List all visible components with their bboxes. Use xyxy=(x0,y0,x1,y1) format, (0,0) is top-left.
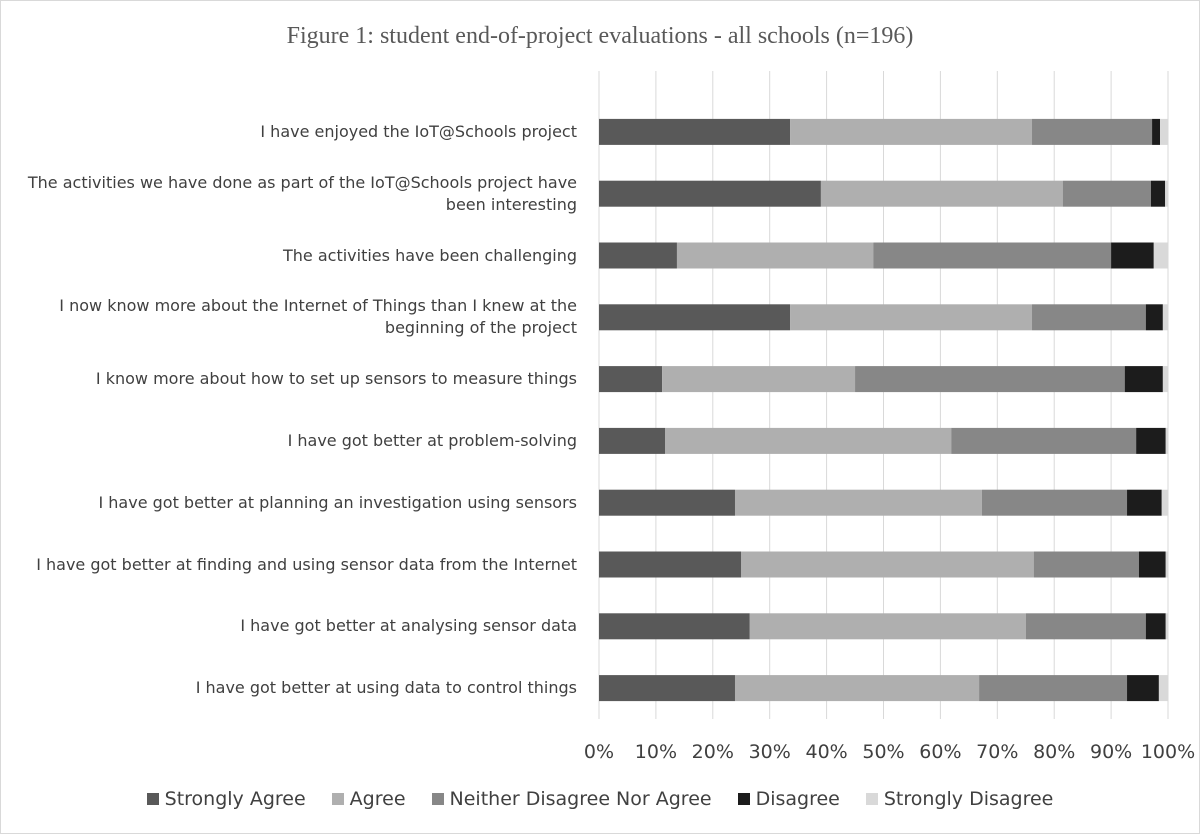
legend-label: Disagree xyxy=(755,788,840,810)
bar-segment xyxy=(676,242,874,269)
bar-segment xyxy=(734,675,980,702)
bar-segment xyxy=(599,118,791,145)
bar-segment xyxy=(1025,613,1146,640)
bar-segment xyxy=(599,675,735,702)
bar-segment xyxy=(1152,118,1161,145)
category-label: I now know more about the Internet of Th… xyxy=(59,296,577,338)
bar-segment xyxy=(1111,242,1154,269)
legend-label: Strongly Agree xyxy=(164,788,306,810)
chart-title: Figure 1: student end-of-project evaluat… xyxy=(286,23,914,49)
bar-segment xyxy=(1161,489,1168,516)
category-label: I have got better at analysing sensor da… xyxy=(240,616,577,636)
bar-segment xyxy=(1062,180,1151,207)
bar-segment xyxy=(951,427,1137,454)
bar-segment xyxy=(599,366,663,393)
bar-segment xyxy=(790,118,1033,145)
bar-segment xyxy=(1032,118,1153,145)
category-label: I have enjoyed the IoT@Schools project xyxy=(260,121,577,141)
category-label: I have got better at using data to contr… xyxy=(195,678,577,698)
legend-item: Strongly Agree xyxy=(146,788,306,810)
bar-segment xyxy=(1145,613,1166,640)
bar-segment xyxy=(599,613,750,640)
x-tick-label: 20% xyxy=(691,741,734,763)
bar-segment xyxy=(820,180,1063,207)
bar-segment xyxy=(599,551,742,578)
category-label: I have got better at finding and using s… xyxy=(36,554,577,574)
bar-segment xyxy=(1162,366,1168,393)
bar-segment xyxy=(741,551,1034,578)
legend-swatch xyxy=(865,793,878,805)
bar-segment xyxy=(979,675,1128,702)
bar-segment xyxy=(1165,427,1168,454)
legend-swatch xyxy=(146,793,159,805)
bar-segment xyxy=(1136,427,1166,454)
bar-segment xyxy=(873,242,1112,269)
legend-label: Strongly Disagree xyxy=(883,788,1054,810)
bar-segment xyxy=(1162,304,1168,331)
category-label: I have got better at problem-solving xyxy=(287,430,577,450)
bar-segment xyxy=(1150,180,1166,207)
category-label: The activities we have done as part of t… xyxy=(27,172,577,214)
bar-segment xyxy=(599,304,791,331)
legend-swatch xyxy=(737,793,750,805)
bar-segment xyxy=(1138,551,1166,578)
bar-segment xyxy=(1165,180,1168,207)
bar-segment xyxy=(1127,489,1162,516)
bar-segment xyxy=(599,427,666,454)
bar-segment xyxy=(1127,675,1159,702)
legend-label: Agree xyxy=(349,788,406,810)
legend-swatch xyxy=(331,793,344,805)
x-tick-label: 80% xyxy=(1033,741,1076,763)
bar-segment xyxy=(1032,304,1146,331)
legend-label: Neither Disagree Nor Agree xyxy=(449,788,712,810)
category-label: I have got better at planning an investi… xyxy=(98,492,577,512)
x-tick-label: 100% xyxy=(1140,741,1196,763)
bar-segment xyxy=(1145,304,1163,331)
bar-segment xyxy=(749,613,1026,640)
x-tick-label: 60% xyxy=(919,741,962,763)
x-tick-label: 50% xyxy=(862,741,905,763)
x-tick-label: 10% xyxy=(634,741,678,763)
legend: Strongly Agree Agree Neither Disagree Nor … xyxy=(1,788,1199,810)
x-tick-label: 0% xyxy=(583,741,615,763)
bar-segment xyxy=(1033,551,1139,578)
legend-swatch xyxy=(431,793,444,805)
legend-item: Disagree xyxy=(737,788,840,810)
bar-segment xyxy=(1165,551,1168,578)
bar-segment xyxy=(665,427,952,454)
bar-segment xyxy=(662,366,856,393)
x-tick-label: 40% xyxy=(805,741,848,763)
legend-item: Agree xyxy=(331,788,406,810)
bar-segment xyxy=(734,489,982,516)
bar-segment xyxy=(1124,366,1163,393)
bar-segment xyxy=(599,242,677,269)
bar-segment xyxy=(1165,613,1168,640)
bar-segment xyxy=(599,489,735,516)
bar-segment xyxy=(790,304,1033,331)
bar-segment xyxy=(855,366,1125,393)
legend-item: Neither Disagree Nor Agree xyxy=(431,788,712,810)
x-tick-label: 90% xyxy=(1089,741,1133,763)
legend-item: Strongly Disagree xyxy=(865,788,1054,810)
bar-segment xyxy=(599,180,821,207)
bar-segment xyxy=(1158,675,1168,702)
bar-segment xyxy=(1160,118,1168,145)
bar-segment xyxy=(981,489,1128,516)
x-tick-label: 30% xyxy=(748,741,791,763)
category-label: The activities have been challenging xyxy=(283,245,577,265)
x-tick-label: 70% xyxy=(976,741,1019,763)
bar-segment xyxy=(1153,242,1168,269)
category-label: I know more about how to set up sensors … xyxy=(95,369,577,389)
